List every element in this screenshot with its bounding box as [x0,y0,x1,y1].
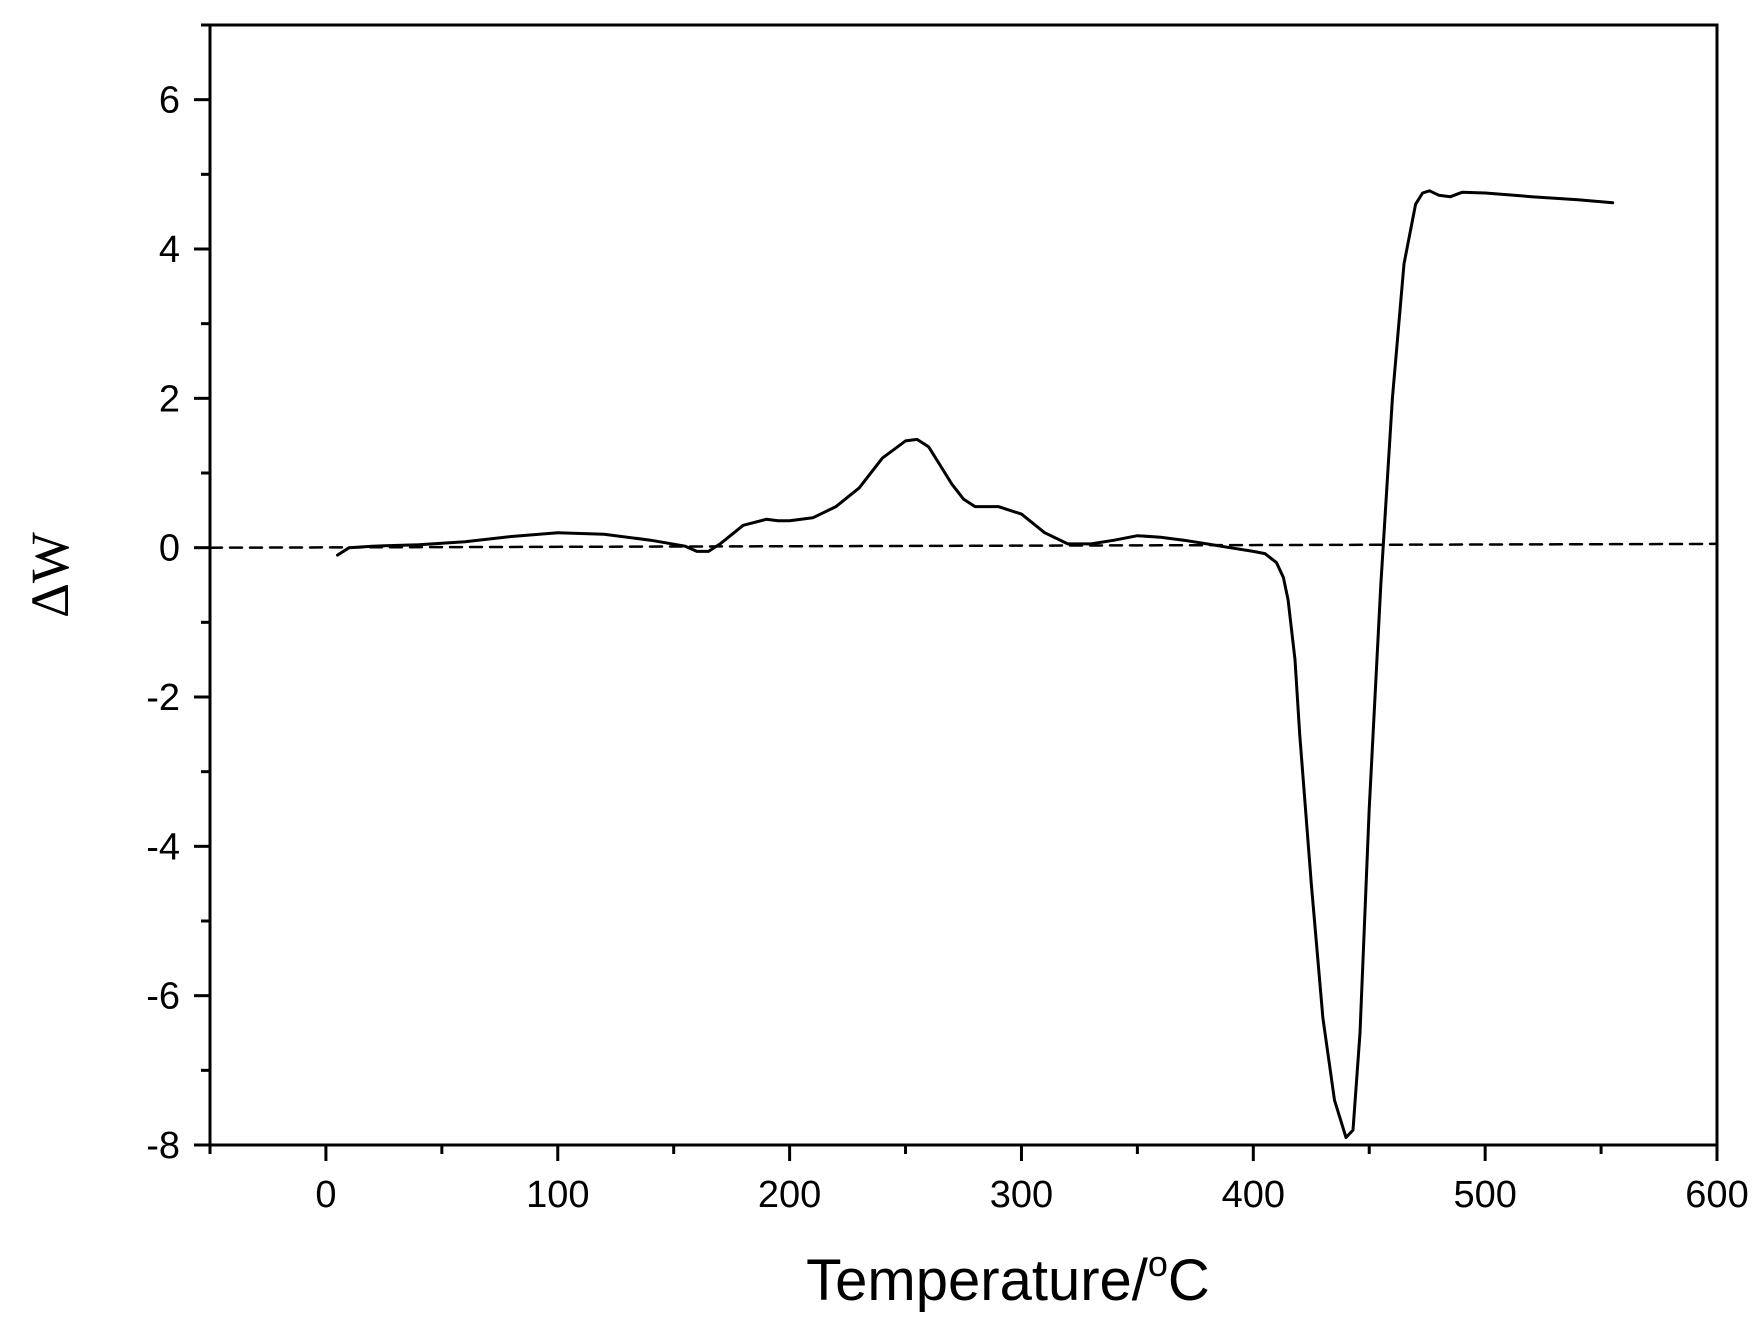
delta-w-curve [336,189,1615,1139]
series-layer [208,189,1719,1139]
y-tick-label: 0 [159,528,180,570]
x-axis-label-degree: o [1148,1243,1168,1284]
y-tick-label: 6 [159,80,180,122]
y-tick-label: -8 [146,1125,180,1167]
x-tick-label: 300 [990,1174,1053,1216]
y-tick-label: 4 [159,229,180,271]
plot-frame [208,23,1719,1147]
x-tick-label: 200 [758,1174,821,1216]
y-axis-ticks: -8 -6 -4 -2 0 2 4 6 [146,23,210,1167]
x-tick-label: 500 [1453,1174,1516,1216]
x-axis-ticks: 0 100 200 300 400 500 600 [208,1145,1749,1216]
baseline-dashed-line [208,542,1719,549]
y-tick-label: 2 [159,378,180,420]
x-axis-label-text: Temperature/ [806,1248,1149,1313]
x-axis-label: Temperature/oC [806,1243,1210,1313]
y-axis-label: ΔW [20,532,80,618]
y-tick-label: -6 [146,976,180,1018]
x-tick-label: 600 [1685,1174,1748,1216]
x-axis-label-unit: C [1168,1248,1210,1313]
y-tick-label: -4 [146,826,180,868]
y-tick-label: -2 [146,677,180,719]
x-tick-label: 400 [1222,1174,1285,1216]
x-tick-label: 100 [526,1174,589,1216]
x-tick-label: 0 [315,1174,336,1216]
